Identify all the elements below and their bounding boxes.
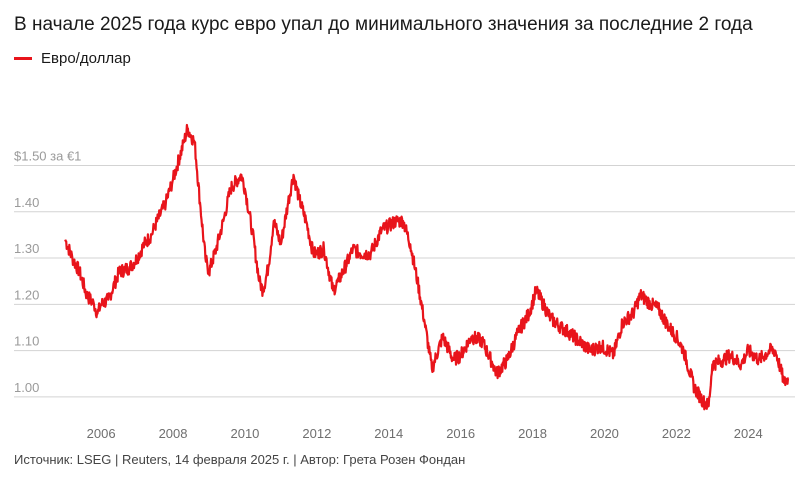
x-tick-label: 2012 xyxy=(302,426,331,441)
y-tick-label: 1.00 xyxy=(14,380,39,395)
y-axis-ticks: $1.50 за €1 1.40 1.30 1.20 1.10 1.00 xyxy=(14,149,81,395)
x-tick-label: 2024 xyxy=(734,426,763,441)
x-tick-label: 2008 xyxy=(159,426,188,441)
y-tick-label: 1.20 xyxy=(14,287,39,302)
y-tick-label: 1.30 xyxy=(14,241,39,256)
x-tick-label: 2022 xyxy=(662,426,691,441)
legend: Евро/доллар xyxy=(14,50,131,67)
y-tick-label: $1.50 за €1 xyxy=(14,149,81,164)
x-tick-label: 2010 xyxy=(230,426,259,441)
y-tick-label: 1.40 xyxy=(14,195,39,210)
x-tick-label: 2020 xyxy=(590,426,619,441)
y-tick-label: 1.10 xyxy=(14,334,39,349)
x-tick-label: 2016 xyxy=(446,426,475,441)
x-tick-label: 2018 xyxy=(518,426,547,441)
legend-label: Евро/доллар xyxy=(41,50,131,67)
grid-lines xyxy=(14,165,795,398)
legend-swatch xyxy=(14,57,32,60)
x-tick-label: 2014 xyxy=(374,426,403,441)
source-note: Источник: LSEG | Reuters, 14 февраля 202… xyxy=(14,452,466,467)
series-line-eurusd xyxy=(64,123,790,411)
series-layer xyxy=(64,123,790,411)
x-tick-label: 2006 xyxy=(87,426,116,441)
x-axis-ticks: 2006 2008 2010 2012 2014 2016 2018 2020 2022 2024 xyxy=(87,426,763,441)
chart-title: В начале 2025 года курс евро упал до мин… xyxy=(14,14,753,35)
